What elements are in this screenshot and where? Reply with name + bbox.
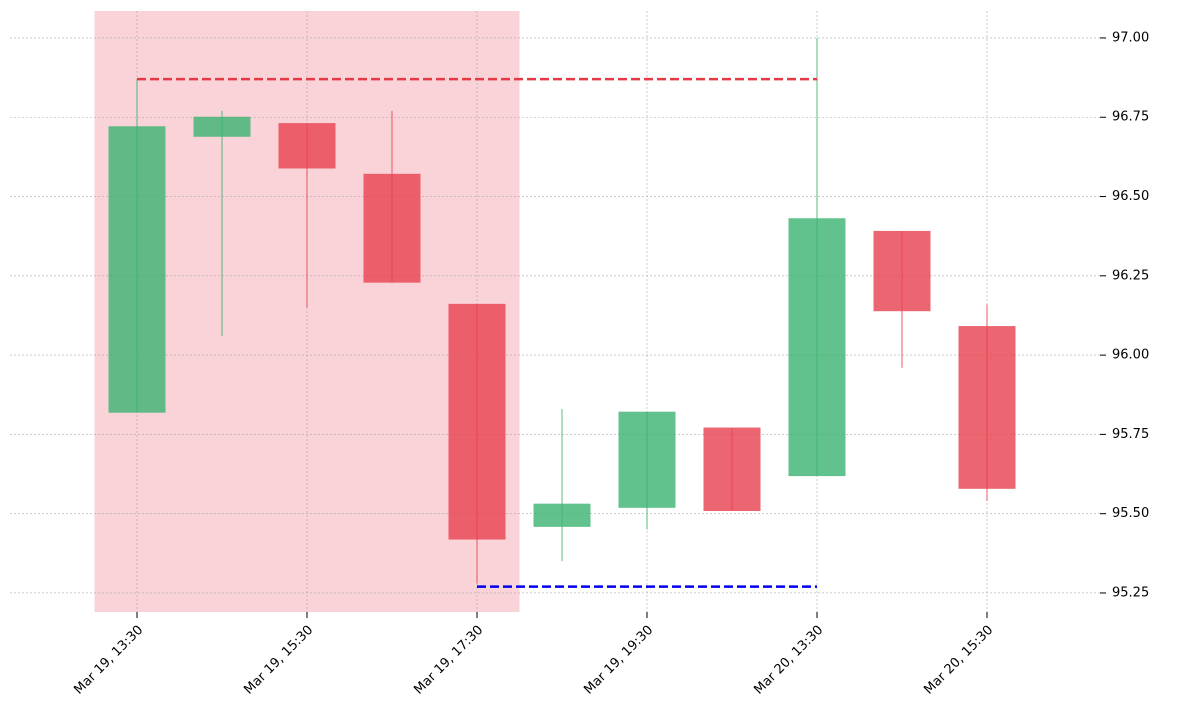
candle-body — [958, 326, 1016, 489]
x-tick-label: Mar 19, 15:30 — [241, 623, 316, 698]
y-tick-label: 95.50 — [1112, 506, 1149, 521]
candle-body — [448, 303, 506, 540]
y-tick-label: 95.25 — [1112, 585, 1149, 600]
x-tick-label: Mar 19, 17:30 — [411, 623, 486, 698]
candle-body — [618, 411, 676, 508]
candle-body — [278, 123, 336, 169]
candle-body — [363, 173, 421, 283]
y-tick-label: 96.00 — [1112, 348, 1149, 363]
x-tick-label: Mar 19, 13:30 — [71, 623, 146, 698]
candle-body — [108, 126, 166, 413]
y-tick-label: 96.25 — [1112, 268, 1149, 283]
y-tick-label: 95.75 — [1112, 427, 1149, 442]
x-tick-label: Mar 20, 13:30 — [751, 623, 826, 698]
candle-body — [788, 218, 846, 477]
x-tick-label: Mar 19, 19:30 — [581, 623, 656, 698]
y-tick-label: 96.75 — [1112, 110, 1149, 125]
candle-body — [533, 503, 591, 527]
y-tick-label: 96.50 — [1112, 189, 1149, 204]
y-tick-label: 97.00 — [1112, 30, 1149, 45]
candle-body — [703, 427, 761, 512]
candle-body — [193, 116, 251, 137]
candle-body — [873, 230, 931, 312]
x-tick-label: Mar 20, 15:30 — [921, 623, 996, 698]
